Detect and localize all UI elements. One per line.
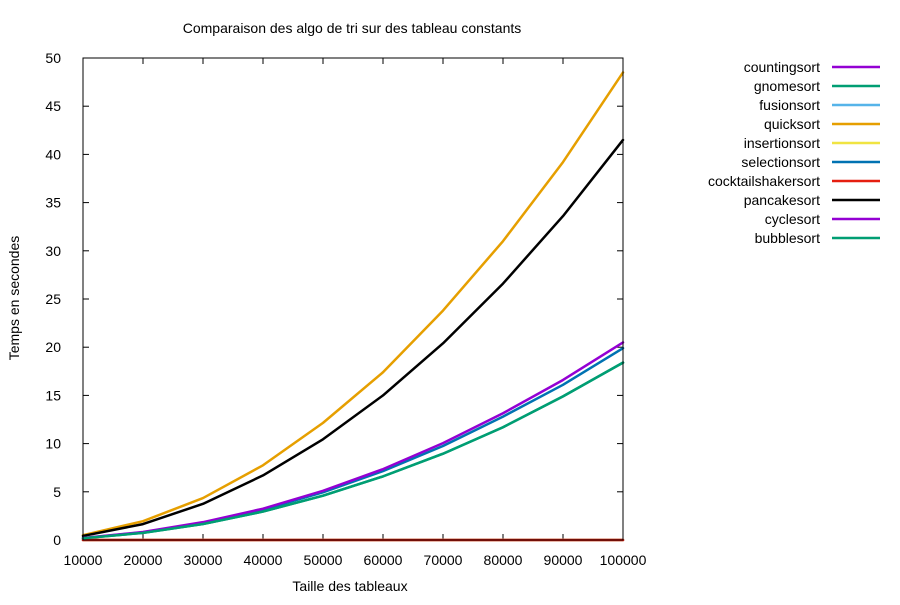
y-tick-label: 30: [45, 243, 61, 259]
x-tick-label: 100000: [600, 552, 647, 568]
x-tick-label: 70000: [424, 552, 463, 568]
series-lines: [81, 71, 625, 542]
series-line-selectionsort: [81, 346, 625, 540]
y-tick-label: 35: [45, 195, 61, 211]
y-tick-label: 15: [45, 387, 61, 403]
y-axis-label: Temps en secondes: [6, 236, 22, 361]
legend-label: selectionsort: [741, 154, 820, 170]
legend-label: fusionsort: [759, 97, 820, 113]
x-tick-label: 30000: [184, 552, 223, 568]
legend-label: cocktailshakersort: [708, 173, 820, 189]
legend-label: insertionsort: [744, 135, 820, 151]
x-tick-label: 80000: [484, 552, 523, 568]
legend-label: pancakesort: [744, 192, 820, 208]
x-tick-label: 90000: [544, 552, 583, 568]
y-tick-label: 40: [45, 146, 61, 162]
x-tick-label: 10000: [64, 552, 103, 568]
y-tick-label: 20: [45, 339, 61, 355]
x-tick-label: 20000: [124, 552, 163, 568]
legend-label: bubblesort: [755, 230, 820, 246]
y-tick-label: 5: [53, 484, 61, 500]
x-tick-label: 40000: [244, 552, 283, 568]
plot-frame: [82, 57, 624, 541]
x-tick-label: 60000: [364, 552, 403, 568]
series-line-cyclesort: [81, 341, 625, 540]
legend-label: gnomesort: [754, 78, 820, 94]
legend-label: cyclesort: [765, 211, 820, 227]
y-tick-label: 0: [53, 532, 61, 548]
series-line-quicksort: [81, 71, 625, 537]
y-tick-label: 50: [45, 50, 61, 66]
legend-label: quicksort: [764, 116, 820, 132]
legend: countingsort gnomesort fusionsort quicksort…: [708, 59, 880, 246]
y-tick-label: 25: [45, 291, 61, 307]
series-line-bubblesort: [81, 361, 625, 540]
x-axis-label: Taille des tableaux: [292, 578, 407, 594]
legend-label: countingsort: [744, 59, 820, 75]
chart-title: Comparaison des algo de tri sur des tabl…: [183, 20, 522, 36]
axis-ticks: 10000 20000 30000 40000 50000 60000 70000 80000…: [45, 50, 646, 568]
series-line-pancakesort: [81, 138, 625, 538]
x-tick-label: 50000: [304, 552, 343, 568]
y-tick-label: 45: [45, 98, 61, 114]
y-tick-label: 10: [45, 436, 61, 452]
